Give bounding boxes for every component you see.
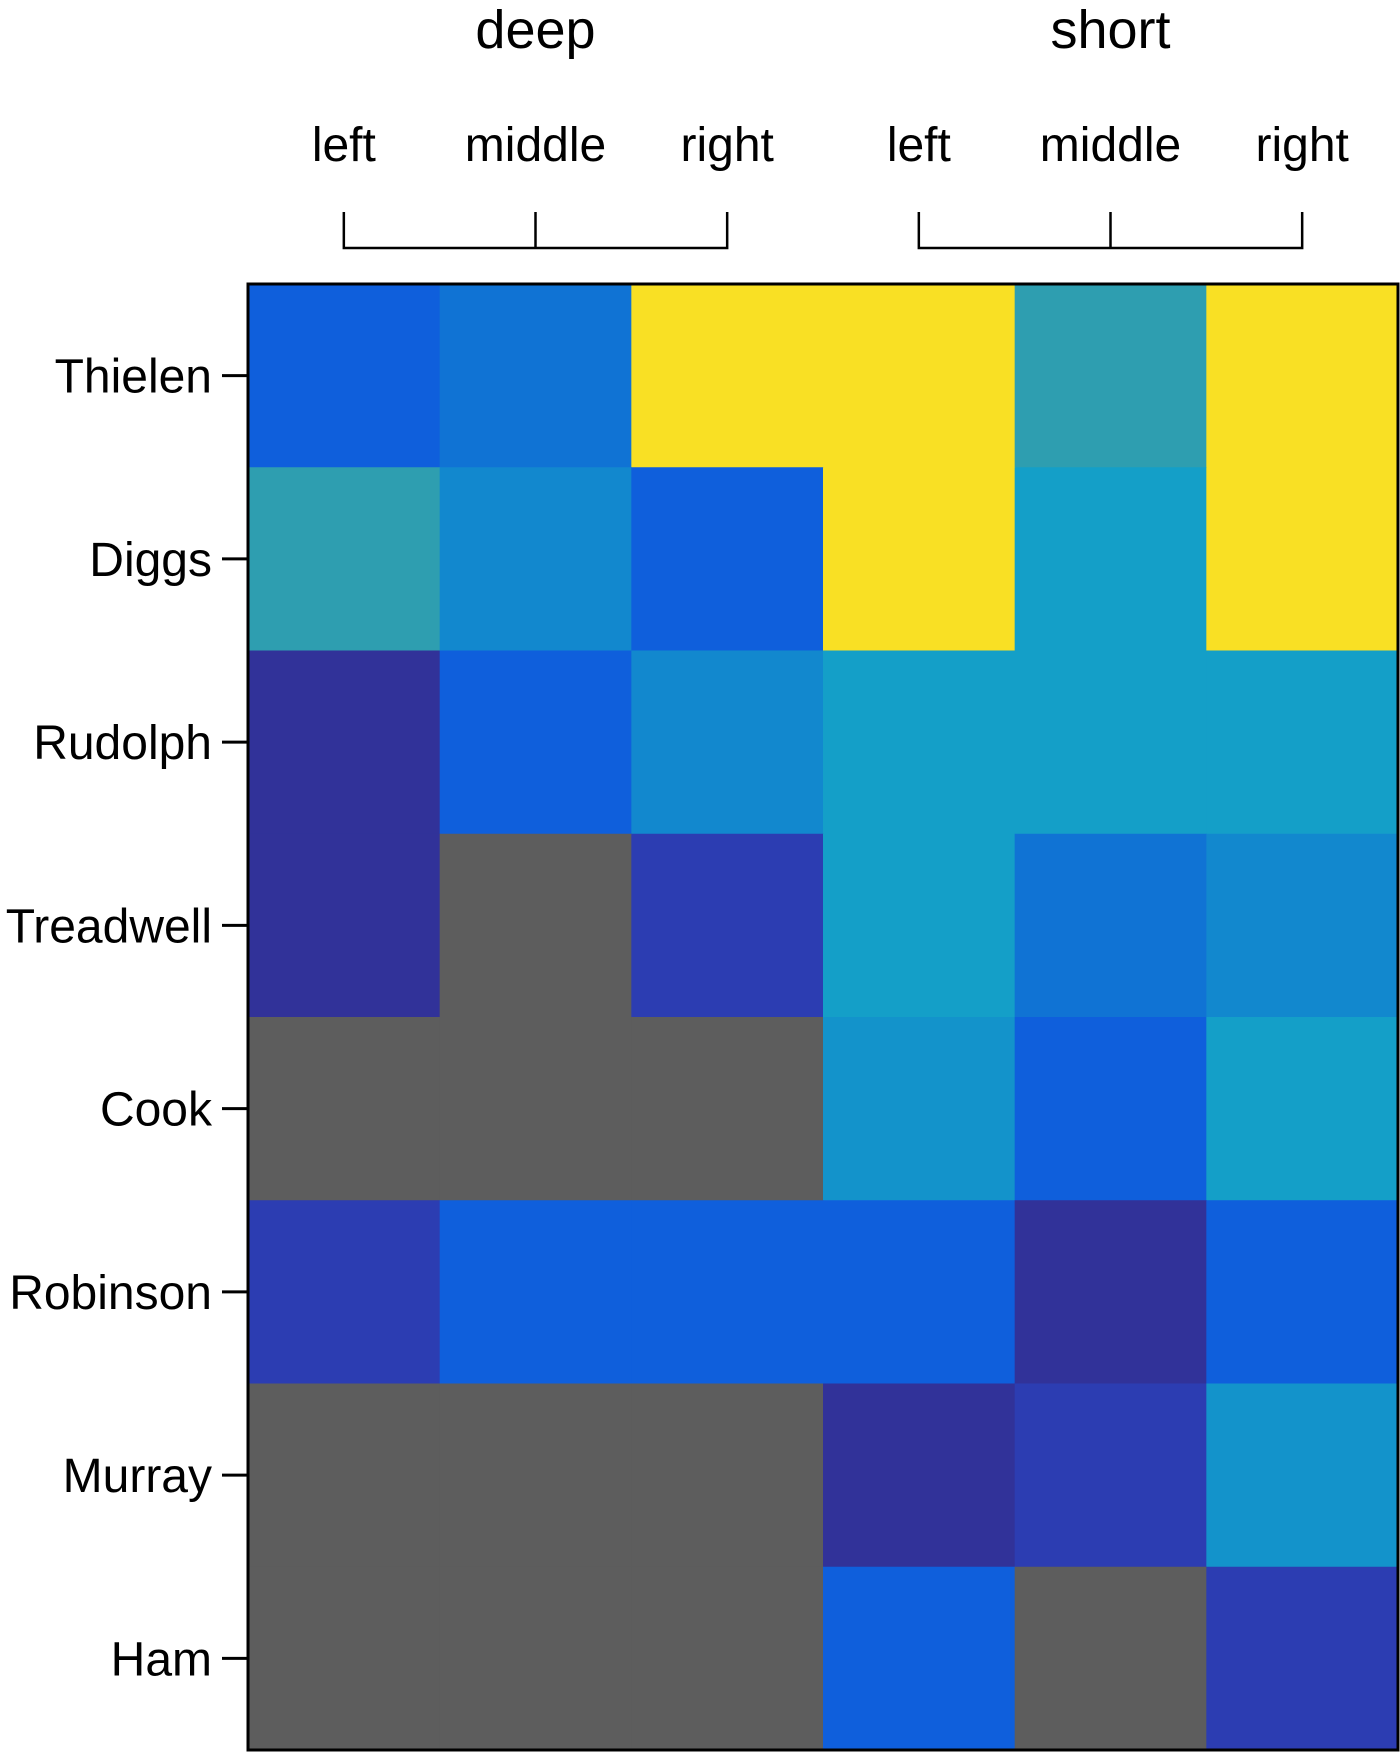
row-label: Thielen — [55, 351, 212, 404]
heatmap-cell — [1014, 1200, 1207, 1385]
heatmap-cell — [823, 833, 1016, 1018]
heatmap-cell — [631, 833, 824, 1018]
heatmap-cell — [1206, 650, 1399, 835]
column-label: left — [312, 119, 376, 172]
heatmap-cell — [1014, 1566, 1207, 1751]
heatmap-cell — [823, 1017, 1016, 1201]
heatmap-cell — [439, 1383, 632, 1568]
column-group-label: short — [1050, 0, 1170, 60]
heatmap-cell — [1014, 1017, 1207, 1201]
heatmap-cell — [823, 1383, 1016, 1568]
heatmap-cell — [439, 650, 632, 835]
heatmap-cell — [1014, 467, 1207, 652]
heatmap-cell — [1014, 284, 1207, 468]
heatmap-cell — [439, 1566, 632, 1751]
heatmap-cell — [1014, 650, 1207, 835]
heatmap-cell — [248, 1383, 441, 1568]
column-header: deep left middle right short left middle right — [312, 0, 1349, 250]
heatmap-cell — [823, 1566, 1016, 1751]
heatmap-cell — [248, 1566, 441, 1751]
heatmap-cell — [248, 833, 441, 1018]
heatmap-cell — [823, 1200, 1016, 1385]
heatmap-cell — [1014, 833, 1207, 1018]
heatmap-cell — [439, 467, 632, 652]
heatmap-cell — [248, 1017, 441, 1201]
heatmap-cell — [248, 467, 441, 652]
heatmap-cell — [439, 284, 632, 468]
heatmap-cell — [1206, 1566, 1399, 1751]
heatmap-cell — [631, 1566, 824, 1751]
heatmap-cell — [823, 650, 1016, 835]
heatmap-cell — [1206, 284, 1399, 468]
heatmap-cell — [1206, 1017, 1399, 1201]
heatmap-cell — [1014, 1383, 1207, 1568]
heatmap-cell — [248, 284, 441, 468]
row-label: Diggs — [89, 534, 212, 587]
row-label: Rudolph — [33, 717, 212, 770]
heatmap-cell — [248, 650, 441, 835]
heatmap-cell — [631, 650, 824, 835]
row-label: Murray — [63, 1450, 212, 1503]
column-label: left — [887, 119, 951, 172]
heatmap-cell — [631, 1017, 824, 1201]
heatmap-cells — [248, 284, 1399, 1751]
row-labels: Thielen Diggs Rudolph Treadwell Cook Robinson… — [6, 351, 248, 1686]
row-label: Ham — [111, 1633, 212, 1686]
heatmap-cell — [1206, 833, 1399, 1018]
heatmap-cell — [248, 1200, 441, 1385]
heatmap-cell — [631, 1383, 824, 1568]
column-label: right — [1255, 119, 1348, 172]
heatmap-cell — [1206, 1200, 1399, 1385]
heatmap-cell — [1206, 467, 1399, 652]
row-label: Robinson — [9, 1267, 212, 1320]
row-label: Cook — [100, 1084, 213, 1137]
heatmap-cell — [631, 1200, 824, 1385]
plot-frame — [246, 282, 1400, 1752]
column-label: middle — [1040, 119, 1181, 172]
column-label: right — [680, 119, 773, 172]
column-group-label: deep — [475, 0, 595, 60]
column-label: middle — [465, 119, 606, 172]
heatmap-cell — [631, 284, 824, 468]
heatmap-cell — [631, 467, 824, 652]
heatmap-cell — [823, 467, 1016, 652]
heatmap-cell — [823, 284, 1016, 468]
row-label: Treadwell — [6, 900, 212, 953]
heatmap-cell — [439, 1017, 632, 1201]
heatmap-cell — [439, 1200, 632, 1385]
heatmap-cell — [1206, 1383, 1399, 1568]
heatmap-cell — [439, 833, 632, 1018]
